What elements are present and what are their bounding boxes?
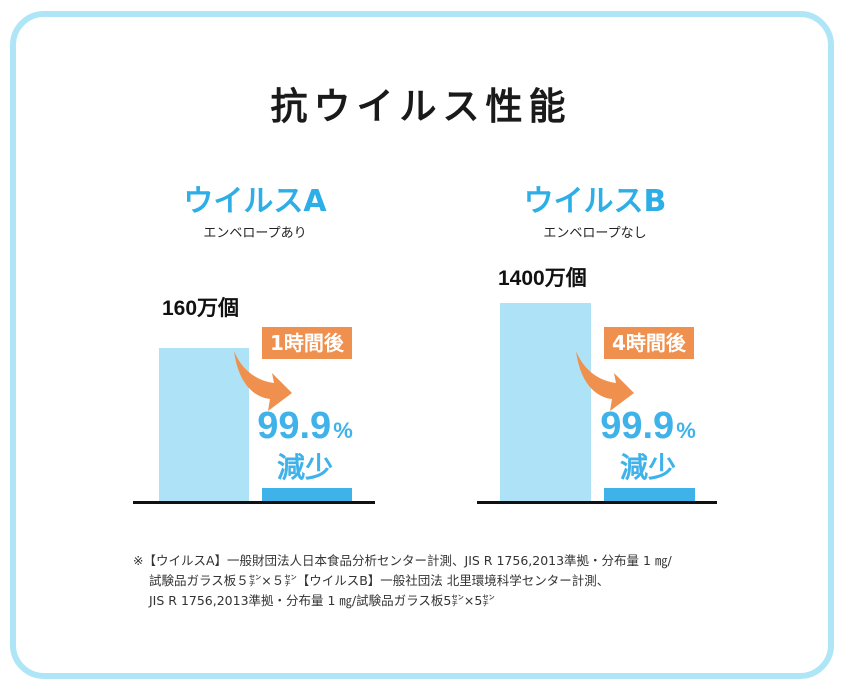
chart-b-title: ウイルスB — [523, 184, 667, 219]
chart-a-reduction-value: 99.9 — [257, 405, 332, 447]
chart-a-subtitle: エンベロープあり — [203, 226, 307, 241]
chart-b-reduction-value: 99.9 — [600, 405, 675, 447]
chart-a-down-arrow-icon — [234, 351, 292, 411]
footnote-line-1: ※【ウイルスA】一般財団法人日本食品分析センター計測、JIS R 1756,20… — [133, 553, 672, 568]
chart-b-time-badge: 4時間後 — [604, 327, 694, 359]
chart-a-title: ウイルスA — [183, 184, 327, 219]
chart-b-subtitle: エンベロープなし — [543, 226, 647, 241]
chart-a-reduction-unit: % — [333, 418, 353, 443]
chart-a-baseline — [133, 501, 375, 504]
chart-a-value-label: 160万個 — [162, 297, 240, 320]
chart-a-bar-before — [159, 348, 249, 501]
chart-a-reduction-text: 減少 — [276, 451, 333, 484]
chart-b-baseline — [477, 501, 717, 504]
chart-b-value-label: 1400万個 — [498, 267, 587, 290]
chart-b-reduction-text: 減少 — [619, 451, 676, 484]
footnote-line-3: JIS R 1756,2013準拠・分布量 1 ㎎/試験品ガラス板5㌢×5㌢ — [149, 593, 495, 608]
chart-b-reduction-percent: 99.9% — [583, 405, 713, 448]
page-title: 抗ウイルス性能 — [270, 85, 572, 128]
chart-a-time-badge: 1時間後 — [262, 327, 352, 359]
chart-a-bar-after — [262, 488, 352, 501]
footnote: ※【ウイルスA】一般財団法人日本食品分析センター計測、JIS R 1756,20… — [133, 551, 783, 611]
card-frame — [10, 11, 834, 679]
chart-b-reduction-unit: % — [676, 418, 696, 443]
chart-a-reduction-percent: 99.9% — [240, 405, 370, 448]
chart-b-bar-after — [604, 488, 695, 501]
chart-b-bar-before — [500, 303, 591, 501]
chart-b-down-arrow-icon — [576, 351, 634, 411]
footnote-line-2: 試験品ガラス板５㌢×５㌢【ウイルスB】一般社団法 北里環境科学センター計測、 — [149, 573, 610, 588]
